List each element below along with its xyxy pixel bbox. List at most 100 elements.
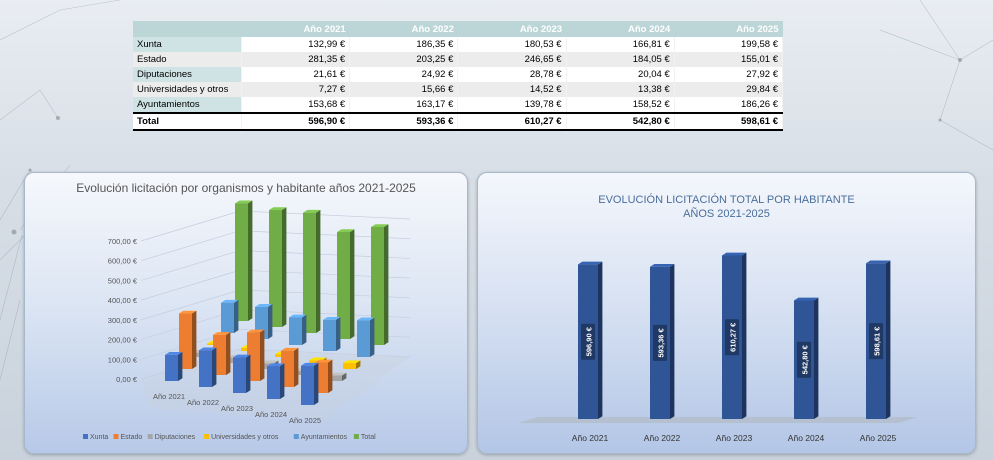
x-tick-label: Año 2021 — [572, 433, 609, 443]
x-tick-label: Año 2024 — [788, 433, 825, 443]
x-tick-label: Año 2021 — [153, 392, 185, 401]
table-cell: 186,26 € — [674, 97, 784, 113]
row-label: Total — [133, 112, 242, 131]
table-cell: 21,61 € — [241, 67, 351, 82]
data-label-text: 610,27 € — [729, 322, 738, 352]
data-label-text: 593,36 € — [657, 327, 666, 357]
data-label-text: 596,90 € — [585, 326, 594, 356]
table-row: Diputaciones 21,61 € 24,92 € 28,78 € 20,… — [133, 67, 784, 82]
table-row: Estado 281,35 € 203,25 € 246,65 € 184,05… — [133, 52, 784, 67]
table-cell: 155,01 € — [674, 52, 784, 67]
table-cell: 28,78 € — [457, 67, 567, 82]
table-header-cell: Año 2025 — [674, 21, 783, 37]
bar-total — [235, 200, 253, 321]
legend-label: Total — [361, 434, 376, 441]
y-tick-label: 0,00 € — [116, 375, 138, 384]
table-cell: 20,04 € — [566, 67, 675, 82]
legend-label: Universidades y otros — [211, 434, 279, 441]
table-cell: 15,66 € — [349, 82, 459, 97]
row-label: Estado — [133, 52, 242, 67]
table-cell: 596,90 € — [241, 112, 351, 131]
legend-label: Xunta — [90, 434, 108, 441]
table-cell: 281,35 € — [241, 52, 351, 67]
total-chart: 596,90 € Año 2021 593,36 € Año 2022 610,27 €… — [518, 252, 918, 443]
legend-item: Diputaciones — [147, 434, 196, 441]
data-label-text: 598,61 € — [873, 326, 882, 356]
table-cell: 158,52 € — [566, 97, 675, 113]
legend-label: Ayuntamientos — [301, 434, 348, 441]
table-cell: 7,27 € — [241, 82, 351, 97]
row-label: Diputaciones — [133, 67, 242, 82]
y-tick-label: 100,00 € — [108, 355, 138, 364]
table-cell: 542,80 € — [566, 112, 675, 131]
data-label: 542,80 € — [797, 341, 811, 378]
table-header-cell: Año 2021 — [241, 21, 350, 37]
bar-xunta — [301, 362, 319, 405]
bar-xunta — [233, 354, 251, 393]
y-tick-label: 400,00 € — [108, 296, 138, 305]
chart-floor — [518, 417, 918, 423]
table-cell: 166,81 € — [566, 37, 675, 52]
table-header-row: Año 2021 Año 2022 Año 2023 Año 2024 Año … — [133, 21, 783, 37]
bar-xunta — [199, 347, 217, 387]
table-header-cell: Año 2023 — [457, 21, 567, 37]
data-label: 598,61 € — [869, 323, 883, 360]
x-tick-label: Año 2023 — [716, 433, 753, 443]
y-tick-label: 300,00 € — [108, 316, 138, 325]
bar-xunta — [165, 351, 183, 381]
chart-title: EVOLUCIÓN LICITACIÓN TOTAL POR HABITANTE — [598, 194, 855, 206]
legend-label: Estado — [121, 434, 143, 441]
bar-xunta — [267, 363, 285, 399]
table-cell: 13,38 € — [566, 82, 675, 97]
bar-ayuntamientos — [357, 317, 375, 357]
organismos-chart: 0,00 € 100,00 € 200,00 € 300,00 € 400,00 € 50… — [83, 200, 411, 441]
table-cell: 246,65 € — [457, 52, 567, 67]
table-cell: 139,78 € — [457, 97, 567, 113]
bar-ayuntamientos — [221, 299, 239, 333]
table-cell: 24,92 € — [349, 67, 459, 82]
bar-total — [269, 207, 287, 327]
row-label: Universidades y otros — [133, 82, 242, 97]
organismos-chart-panel: Evolución licitación por organismos y ha… — [24, 172, 468, 454]
x-tick-label: Año 2024 — [255, 410, 287, 419]
data-label: 593,36 € — [653, 324, 667, 361]
y-tick-label: 500,00 € — [108, 276, 138, 285]
bar-ayuntamientos — [289, 314, 307, 345]
table-cell: 132,99 € — [241, 37, 351, 52]
bar-total — [371, 224, 389, 345]
table-cell: 199,58 € — [674, 37, 784, 52]
x-tick-label: Año 2025 — [289, 416, 321, 425]
row-label: Ayuntamientos — [133, 97, 242, 113]
y-tick-label: 600,00 € — [108, 257, 138, 266]
table-cell: 27,92 € — [674, 67, 784, 82]
table-cell: 163,17 € — [349, 97, 459, 113]
table-row: Ayuntamientos 153,68 € 163,17 € 139,78 €… — [133, 97, 784, 113]
table-cell: 186,35 € — [349, 37, 459, 52]
table-header-cell — [133, 21, 242, 37]
table-cell: 598,61 € — [674, 112, 784, 131]
bar-ayuntamientos — [323, 316, 341, 351]
bar-total — [303, 209, 321, 333]
x-tick-label: Año 2025 — [860, 433, 897, 443]
legend-item: Ayuntamientos — [293, 434, 348, 441]
data-label-text: 542,80 € — [801, 344, 810, 374]
y-tick-label: 200,00 € — [108, 336, 138, 345]
data-label: 610,27 € — [725, 319, 739, 356]
x-tick-label: Año 2022 — [187, 398, 219, 407]
table-cell: 29,84 € — [674, 82, 784, 97]
bar-total — [337, 229, 355, 339]
table-total-row: Total 596,90 € 593,36 € 610,27 € 542,80 … — [133, 112, 784, 131]
bar-diputaciones — [329, 372, 347, 381]
x-tick-label: Año 2022 — [644, 433, 681, 443]
legend-item: Xunta — [83, 434, 108, 441]
x-tick-label: Año 2023 — [221, 404, 253, 413]
table-row: Xunta 132,99 € 186,35 € 180,53 € 166,81 … — [133, 37, 784, 52]
table-header-cell: Año 2024 — [566, 21, 675, 37]
legend-item: Universidades y otros — [204, 434, 279, 441]
table-cell: 184,05 € — [566, 52, 675, 67]
table-cell: 153,68 € — [241, 97, 351, 113]
table-cell: 14,52 € — [457, 82, 567, 97]
row-label: Xunta — [133, 37, 242, 52]
chart-subtitle: AÑOS 2021-2025 — [683, 208, 770, 220]
